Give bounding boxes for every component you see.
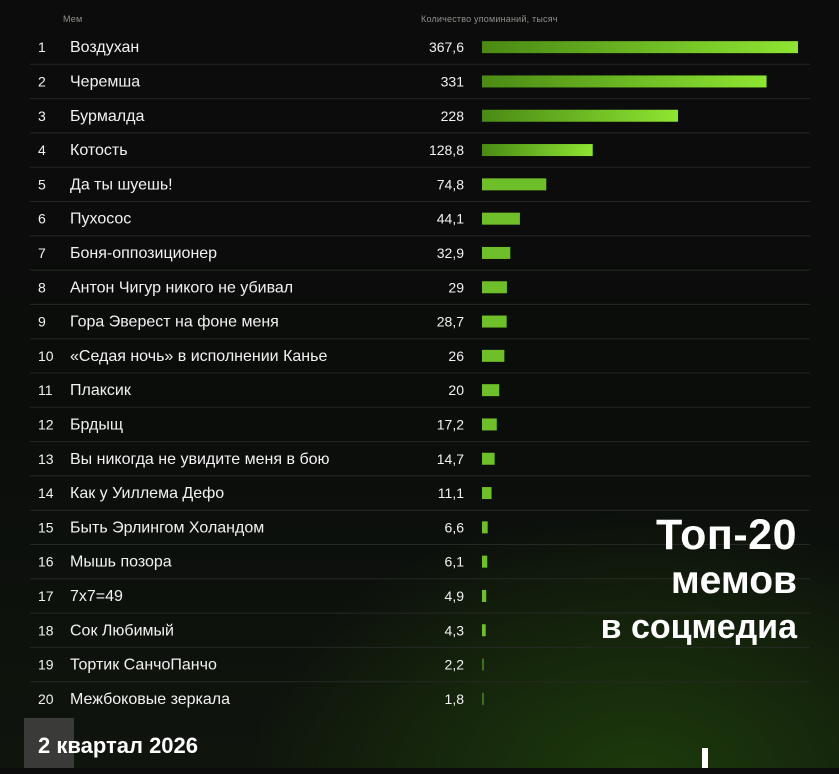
bar [482, 349, 505, 362]
rank-label: 19 [38, 657, 54, 673]
rank-label: 2 [38, 73, 46, 89]
meme-name-label: Межбоковые зеркала [70, 691, 230, 708]
rank-label: 4 [38, 142, 46, 158]
meme-name-label: Пухосос [70, 211, 131, 228]
value-label: 32,9 [437, 245, 464, 261]
meme-name-label: Как у Уиллема Дефо [70, 485, 224, 502]
value-label: 4,9 [445, 588, 465, 604]
value-label: 6,6 [445, 519, 465, 535]
bar [482, 281, 507, 294]
value-label: 17,2 [437, 416, 464, 432]
rank-label: 7 [38, 245, 46, 261]
meme-name-label: Плаксик [70, 382, 132, 399]
rank-label: 20 [38, 691, 54, 707]
value-label: 14,7 [437, 451, 464, 467]
meme-name-label: Антон Чигур никого не убивал [70, 279, 293, 296]
meme-name-label: Вы никогда не увидите меня в бою [70, 451, 330, 468]
value-label: 331 [441, 73, 465, 89]
meme-name-label: Котость [70, 142, 128, 159]
column-header-meme: Мем [63, 14, 83, 24]
meme-name-label: Черемша [70, 73, 140, 90]
rank-label: 5 [38, 176, 46, 192]
value-label: 228 [441, 108, 465, 124]
title-line-2: мемов [670, 559, 797, 602]
value-label: 28,7 [437, 314, 464, 330]
meme-name-label: Воздухан [70, 39, 139, 56]
meme-name-label: Мышь позора [70, 554, 172, 571]
rank-label: 13 [38, 451, 54, 467]
value-label: 4,3 [445, 622, 465, 638]
column-header-count: Количество упоминаний, тысяч [421, 14, 558, 24]
meme-name-label: Бурмалда [70, 108, 144, 125]
bar [482, 75, 767, 88]
title-line-3: в соцмедиа [600, 608, 797, 646]
meme-name-label: Тортик СанчоПанчо [70, 657, 217, 674]
bar [482, 178, 547, 191]
value-label: 20 [448, 382, 464, 398]
rank-label: 14 [38, 485, 54, 501]
value-label: 128,8 [429, 142, 464, 158]
value-label: 74,8 [437, 176, 464, 192]
rank-label: 3 [38, 108, 46, 124]
bar [482, 212, 520, 225]
value-label: 6,1 [445, 554, 465, 570]
meme-name-label: Да ты шуешь! [70, 176, 173, 193]
bar [482, 521, 488, 534]
value-label: 44,1 [437, 211, 464, 227]
bar [482, 315, 507, 328]
bar [482, 487, 492, 500]
value-label: 1,8 [445, 691, 465, 707]
bar [482, 555, 488, 568]
value-label: 26 [448, 348, 464, 364]
value-label: 2,2 [445, 657, 465, 673]
rank-label: 15 [38, 519, 54, 535]
rank-label: 1 [38, 39, 46, 55]
bar [482, 452, 495, 465]
bar [482, 41, 798, 54]
meme-name-label: 7x7=49 [70, 588, 123, 605]
meme-name-label: «Седая ночь» в исполнении Канье [70, 348, 327, 365]
bar [482, 692, 484, 705]
rank-label: 9 [38, 314, 46, 330]
title-line-1: Топ-20 [656, 511, 797, 559]
rank-label: 18 [38, 622, 54, 638]
chart-title: Топ-20 мемов в соцмедиа [601, 512, 797, 650]
bar [482, 246, 511, 259]
period-label: 2 квартал 2026 [38, 733, 199, 758]
rank-label: 8 [38, 279, 46, 295]
value-label: 29 [448, 279, 464, 295]
meme-name-label: Быть Эрлингом Холандом [70, 519, 264, 536]
bar [482, 109, 678, 122]
meme-name-label: Брдыщ [70, 416, 123, 433]
bar [482, 589, 487, 602]
value-label: 367,6 [429, 39, 464, 55]
rank-label: 11 [38, 382, 53, 398]
bar [482, 384, 500, 397]
meme-name-label: Гора Эверест на фоне меня [70, 314, 279, 331]
rank-label: 16 [38, 554, 54, 570]
bar [482, 624, 486, 637]
rank-label: 10 [38, 348, 54, 364]
corner-mark [702, 748, 708, 768]
bar [482, 144, 593, 157]
period-accent-block [24, 718, 74, 768]
bar [482, 418, 497, 431]
meme-name-label: Сок Любимый [70, 622, 174, 639]
meme-name-label: Боня-оппозиционер [70, 245, 217, 262]
value-label: 11,1 [438, 485, 464, 501]
bar [482, 658, 484, 671]
rank-label: 6 [38, 211, 46, 227]
rank-label: 12 [38, 416, 54, 432]
rank-label: 17 [38, 588, 54, 604]
